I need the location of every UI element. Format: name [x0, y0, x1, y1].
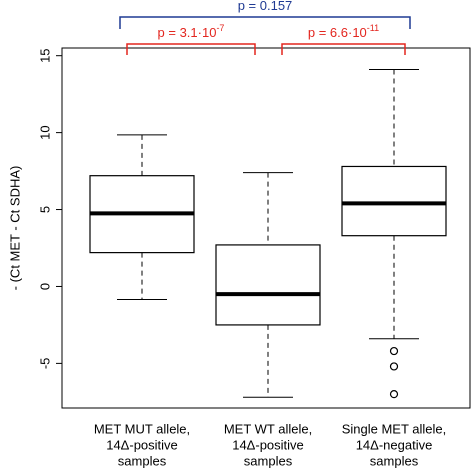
x-tick-label: MET WT allele,	[224, 421, 312, 436]
outlier	[389, 390, 399, 399]
y-tick-label: 0	[37, 283, 52, 290]
p-value-text: p = 6.6·10	[308, 25, 367, 40]
p-value-exponent: -11	[367, 23, 379, 33]
p-value-text: p = 0.157	[238, 0, 293, 13]
significance-bracket	[119, 16, 411, 29]
p-value: p = 0.157	[238, 0, 293, 13]
outlier	[389, 346, 399, 356]
x-tick-label: Single MET allele,	[342, 421, 447, 436]
x-tick-label: MET MUT allele,	[94, 421, 190, 436]
x-tick-label: 14Δ-negative	[356, 437, 433, 452]
y-tick-label: 5	[37, 206, 52, 213]
y-tick-label: -5	[37, 358, 52, 370]
significance-bracket	[281, 43, 406, 55]
outlier	[389, 362, 399, 371]
p-value: p = 6.6·10-11	[308, 23, 379, 40]
p-value-exponent: -7	[216, 23, 224, 33]
plot-frame	[61, 47, 471, 409]
y-axis-label: - (Ct MET - Ct SDHA)	[7, 166, 22, 291]
x-tick-label: samples	[118, 453, 167, 468]
box	[215, 244, 321, 326]
p-value-text: p = 3.1·10	[158, 25, 217, 40]
y-tick-label: 10	[37, 125, 52, 139]
x-tick-label: samples	[244, 453, 293, 468]
p-value: p = 3.1·10-7	[158, 23, 225, 40]
y-tick-label: 15	[37, 48, 52, 62]
x-tick-label: 14Δ-positive	[106, 437, 178, 452]
box	[341, 165, 447, 237]
x-tick-label: samples	[370, 453, 419, 468]
x-tick-label: 14Δ-positive	[232, 437, 304, 452]
significance-bracket	[126, 43, 256, 55]
